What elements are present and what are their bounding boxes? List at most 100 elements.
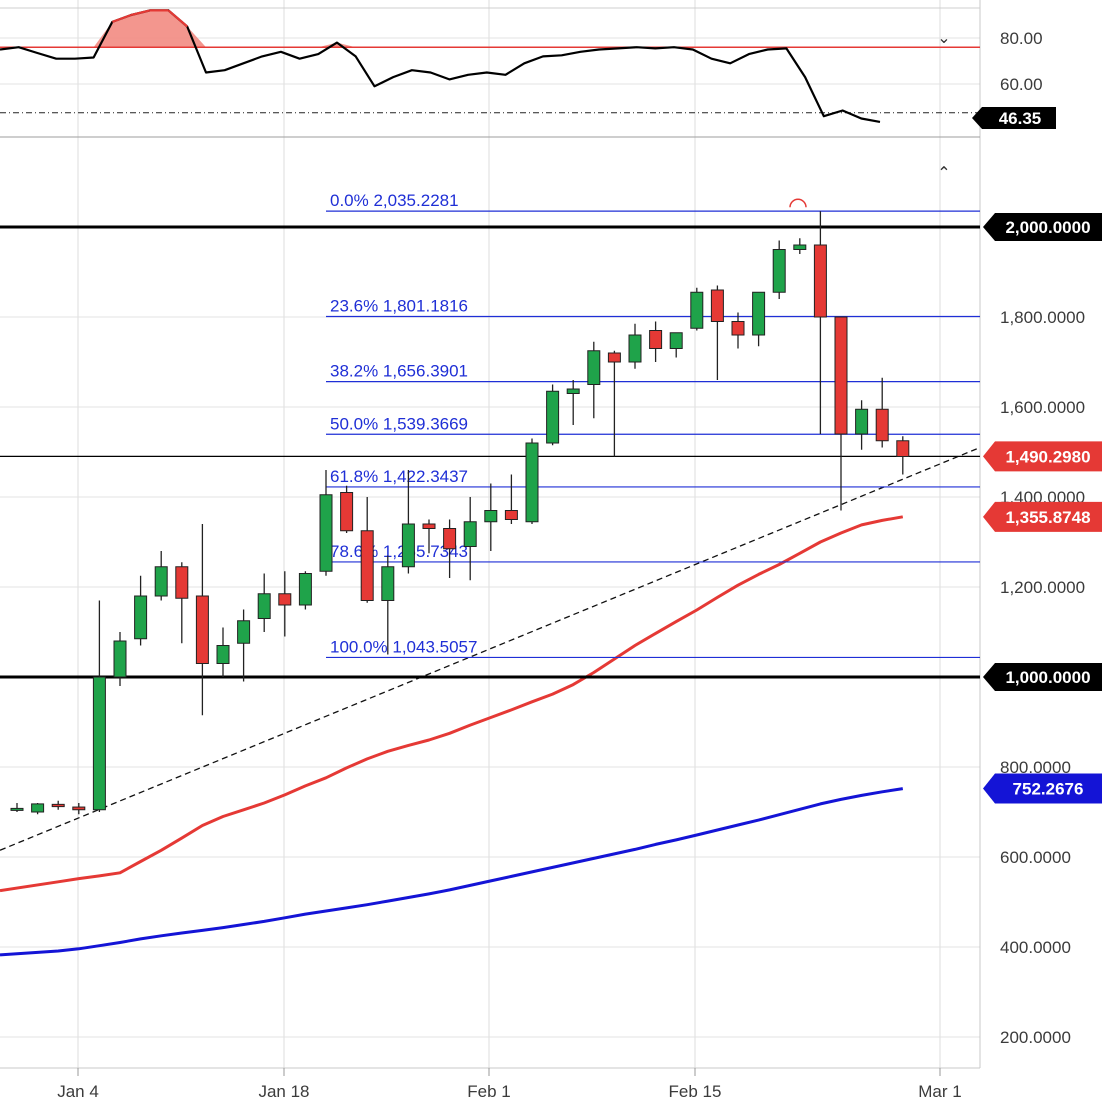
candle-body bbox=[154, 566, 168, 597]
candle bbox=[175, 562, 189, 644]
candle-body bbox=[463, 521, 477, 547]
candle bbox=[855, 400, 869, 450]
candle-body bbox=[92, 676, 106, 811]
grid bbox=[0, 0, 981, 1069]
candle-body bbox=[731, 321, 745, 336]
oscillator-tick-label: 80.00 bbox=[1000, 29, 1043, 48]
candle bbox=[546, 384, 560, 446]
candle bbox=[340, 485, 354, 533]
trendline bbox=[0, 446, 981, 851]
candle-body bbox=[175, 566, 189, 599]
candle-body bbox=[525, 442, 539, 523]
overbought-fill-area bbox=[0, 10, 880, 48]
candle bbox=[525, 438, 539, 524]
candle-body bbox=[896, 440, 910, 457]
oscillator-panel: 80.00 60.00 46.35 bbox=[0, 9, 1056, 129]
candle bbox=[875, 377, 889, 448]
current-price-badge: 1,490.2980 bbox=[983, 441, 1102, 472]
collapse-oscillator-icon[interactable]: ⌄ bbox=[937, 28, 950, 47]
candle-body bbox=[710, 289, 724, 322]
candle-body bbox=[504, 510, 518, 520]
fib-level-label: 23.6% 1,801.1816 bbox=[330, 296, 468, 315]
candle bbox=[216, 627, 230, 677]
ma-slow-badge-label: 752.2676 bbox=[1013, 779, 1084, 798]
candle-body bbox=[31, 803, 45, 813]
candle bbox=[31, 803, 45, 815]
candle bbox=[195, 524, 209, 716]
candle-body bbox=[216, 645, 230, 664]
badge-shape bbox=[983, 441, 1102, 472]
candle-body bbox=[237, 620, 251, 644]
price-tick-label: 1,200.0000 bbox=[1000, 578, 1085, 597]
candle bbox=[360, 497, 374, 603]
candle bbox=[566, 380, 580, 425]
candle-body bbox=[793, 244, 807, 250]
candle bbox=[113, 632, 127, 686]
oscillator-overbought-segment bbox=[167, 9, 188, 28]
high-marker bbox=[789, 198, 807, 208]
candle-body bbox=[628, 334, 642, 363]
candle-body bbox=[257, 593, 271, 619]
candle-body bbox=[772, 249, 786, 293]
candle-body bbox=[381, 566, 395, 601]
price-tick-label: 1,600.0000 bbox=[1000, 398, 1085, 417]
candle bbox=[710, 285, 724, 380]
candle-body bbox=[855, 408, 869, 435]
candle bbox=[834, 316, 848, 511]
candle bbox=[154, 551, 168, 601]
candle-body bbox=[607, 352, 621, 363]
candle bbox=[10, 803, 24, 812]
candle-body bbox=[813, 244, 827, 318]
badge-shape bbox=[983, 663, 1102, 691]
candle bbox=[731, 312, 745, 349]
candle-body bbox=[51, 803, 65, 808]
level-badge-label: 2,000.0000 bbox=[1005, 218, 1090, 237]
candle-body bbox=[319, 494, 333, 572]
candle-body bbox=[649, 330, 663, 349]
candle-body bbox=[401, 523, 415, 568]
fib-level-label: 100.0% 1,043.5057 bbox=[330, 637, 477, 656]
candle bbox=[752, 291, 766, 347]
candle-body bbox=[752, 291, 766, 336]
level-badge: 1,000.0000 bbox=[983, 663, 1102, 691]
x-tick-label: Jan 4 bbox=[57, 1082, 99, 1101]
fib-level-label: 0.0% 2,035.2281 bbox=[330, 191, 459, 210]
candle-body bbox=[546, 390, 560, 444]
candle-body bbox=[669, 332, 683, 349]
price-tick-label: 600.0000 bbox=[1000, 848, 1071, 867]
candle bbox=[237, 609, 251, 682]
candle bbox=[443, 519, 457, 578]
candle bbox=[72, 803, 86, 815]
candle bbox=[813, 211, 827, 434]
candle bbox=[649, 321, 663, 362]
price-tick-label: 200.0000 bbox=[1000, 1028, 1071, 1047]
candle bbox=[401, 470, 415, 574]
candle bbox=[628, 323, 642, 369]
x-tick-label: Feb 1 bbox=[467, 1082, 510, 1101]
ma-fast-badge-label: 1,355.8748 bbox=[1005, 508, 1090, 527]
collapse-price-icon[interactable]: ⌃ bbox=[937, 163, 950, 182]
price-tick-label: 1,800.0000 bbox=[1000, 308, 1085, 327]
candle-body bbox=[566, 388, 580, 394]
candle-body bbox=[113, 640, 127, 678]
candle-body bbox=[340, 492, 354, 532]
candle bbox=[319, 470, 333, 576]
badge-shape bbox=[983, 501, 1102, 532]
price-tick-label: 800.0000 bbox=[1000, 758, 1071, 777]
moving-average-slow-line bbox=[0, 787, 904, 957]
oscillator-overbought-segment bbox=[111, 13, 132, 23]
current-price-badge-label: 1,490.2980 bbox=[1005, 447, 1090, 466]
candle bbox=[607, 350, 621, 457]
badge-shape bbox=[972, 106, 1056, 129]
ma-slow-badge: 752.2676 bbox=[983, 773, 1102, 804]
candle bbox=[504, 474, 518, 524]
candle-body bbox=[422, 523, 436, 529]
candle bbox=[381, 555, 395, 655]
x-tick-label: Feb 15 bbox=[669, 1082, 722, 1101]
level-badge: 2,000.0000 bbox=[983, 213, 1102, 241]
candle bbox=[896, 436, 910, 475]
fib-level-label: 38.2% 1,656.3901 bbox=[330, 362, 468, 381]
candle bbox=[92, 600, 106, 812]
candle-body bbox=[443, 528, 457, 550]
candle-body bbox=[360, 530, 374, 601]
